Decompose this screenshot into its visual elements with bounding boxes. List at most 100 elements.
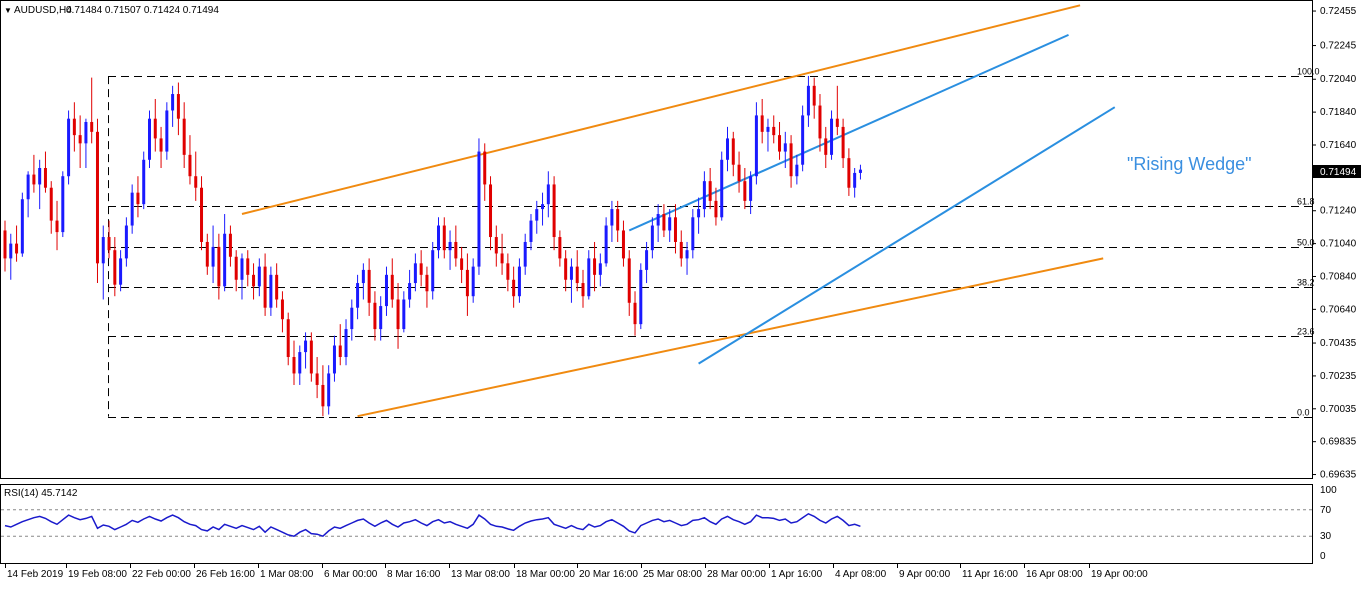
candle-body[interactable]	[304, 340, 308, 353]
candle-body[interactable]	[55, 220, 59, 233]
candle-body[interactable]	[15, 243, 19, 254]
candle-body[interactable]	[350, 307, 354, 330]
candle-body[interactable]	[95, 131, 99, 264]
candle-body[interactable]	[263, 266, 267, 308]
candle-body[interactable]	[130, 192, 134, 226]
candle-body[interactable]	[107, 237, 111, 251]
candle-body[interactable]	[604, 225, 608, 264]
candle-body[interactable]	[621, 230, 625, 259]
candle-body[interactable]	[396, 299, 400, 330]
candle-body[interactable]	[49, 187, 53, 221]
candle-body[interactable]	[847, 158, 851, 188]
candle-body[interactable]	[824, 138, 828, 155]
candle-body[interactable]	[726, 138, 729, 160]
candle-body[interactable]	[84, 121, 88, 144]
candle-body[interactable]	[858, 169, 862, 173]
candle-body[interactable]	[633, 302, 637, 325]
candle-body[interactable]	[702, 181, 706, 210]
candle-body[interactable]	[159, 138, 163, 152]
candle-body[interactable]	[413, 263, 417, 284]
candle-body[interactable]	[489, 184, 493, 238]
candle-body[interactable]	[61, 176, 65, 233]
candle-body[interactable]	[165, 110, 169, 152]
candle-body[interactable]	[20, 199, 24, 254]
candle-body[interactable]	[795, 164, 799, 177]
candle-body[interactable]	[384, 274, 388, 307]
candle-body[interactable]	[176, 94, 180, 119]
candle-body[interactable]	[569, 266, 573, 280]
candle-body[interactable]	[575, 266, 579, 284]
candle-body[interactable]	[552, 184, 556, 238]
candle-body[interactable]	[598, 263, 602, 275]
candle-body[interactable]	[668, 217, 672, 231]
candle-body[interactable]	[379, 306, 383, 330]
candle-body[interactable]	[685, 250, 689, 259]
candle-body[interactable]	[315, 373, 319, 385]
candle-body[interactable]	[234, 256, 238, 280]
candle-body[interactable]	[142, 159, 146, 205]
candle-body[interactable]	[332, 345, 336, 374]
candle-body[interactable]	[194, 176, 198, 188]
candle-body[interactable]	[714, 200, 718, 218]
chart-menu-arrow-icon[interactable]: ▼	[4, 6, 12, 15]
candle-body[interactable]	[673, 217, 677, 242]
candle-body[interactable]	[292, 357, 296, 374]
candle-body[interactable]	[113, 250, 117, 285]
candle-body[interactable]	[43, 168, 47, 188]
candle-body[interactable]	[749, 176, 753, 201]
candle-body[interactable]	[269, 274, 273, 308]
candle-body[interactable]	[835, 118, 839, 127]
candle-body[interactable]	[223, 233, 227, 287]
candle-body[interactable]	[67, 118, 71, 177]
candle-body[interactable]	[564, 258, 568, 280]
candle-body[interactable]	[535, 209, 539, 221]
candle-body[interactable]	[72, 118, 76, 136]
candle-body[interactable]	[627, 258, 631, 303]
candle-body[interactable]	[558, 237, 562, 259]
candle-body[interactable]	[587, 258, 591, 297]
candle-body[interactable]	[766, 126, 770, 132]
candle-body[interactable]	[361, 269, 365, 284]
candle-body[interactable]	[789, 143, 793, 177]
candle-body[interactable]	[523, 241, 527, 267]
candlesticks[interactable]	[3, 75, 862, 417]
candle-body[interactable]	[778, 135, 782, 152]
candle-body[interactable]	[546, 184, 550, 205]
candle-body[interactable]	[841, 126, 845, 159]
candle-body[interactable]	[581, 283, 585, 297]
candle-body[interactable]	[500, 253, 504, 264]
candle-body[interactable]	[645, 250, 649, 270]
candle-body[interactable]	[737, 164, 741, 182]
candle-body[interactable]	[257, 266, 261, 287]
candle-body[interactable]	[373, 302, 377, 330]
candle-body[interactable]	[321, 384, 325, 407]
candle-body[interactable]	[419, 263, 423, 275]
candle-body[interactable]	[344, 329, 348, 358]
candle-body[interactable]	[148, 118, 151, 160]
candle-body[interactable]	[754, 115, 758, 177]
candle-body[interactable]	[356, 283, 360, 308]
candle-body[interactable]	[78, 135, 82, 144]
candle-body[interactable]	[448, 241, 452, 251]
candle-body[interactable]	[309, 340, 313, 374]
candle-body[interactable]	[32, 174, 36, 185]
candle-body[interactable]	[367, 269, 371, 303]
candle-body[interactable]	[616, 209, 620, 231]
candle-body[interactable]	[246, 258, 250, 275]
candle-body[interactable]	[171, 94, 175, 111]
candle-body[interactable]	[437, 225, 440, 251]
candle-body[interactable]	[512, 279, 516, 297]
candle-body[interactable]	[656, 214, 660, 226]
candle-body[interactable]	[327, 373, 331, 407]
candle-body[interactable]	[783, 143, 787, 152]
candle-body[interactable]	[275, 274, 279, 300]
candle-body[interactable]	[240, 258, 244, 280]
candle-body[interactable]	[517, 266, 521, 297]
candle-body[interactable]	[610, 209, 614, 226]
candle-body[interactable]	[772, 126, 776, 136]
candle-body[interactable]	[431, 250, 435, 292]
candle-body[interactable]	[708, 181, 712, 201]
candle-body[interactable]	[477, 151, 481, 267]
candle-body[interactable]	[679, 241, 683, 259]
candle-body[interactable]	[494, 237, 498, 254]
